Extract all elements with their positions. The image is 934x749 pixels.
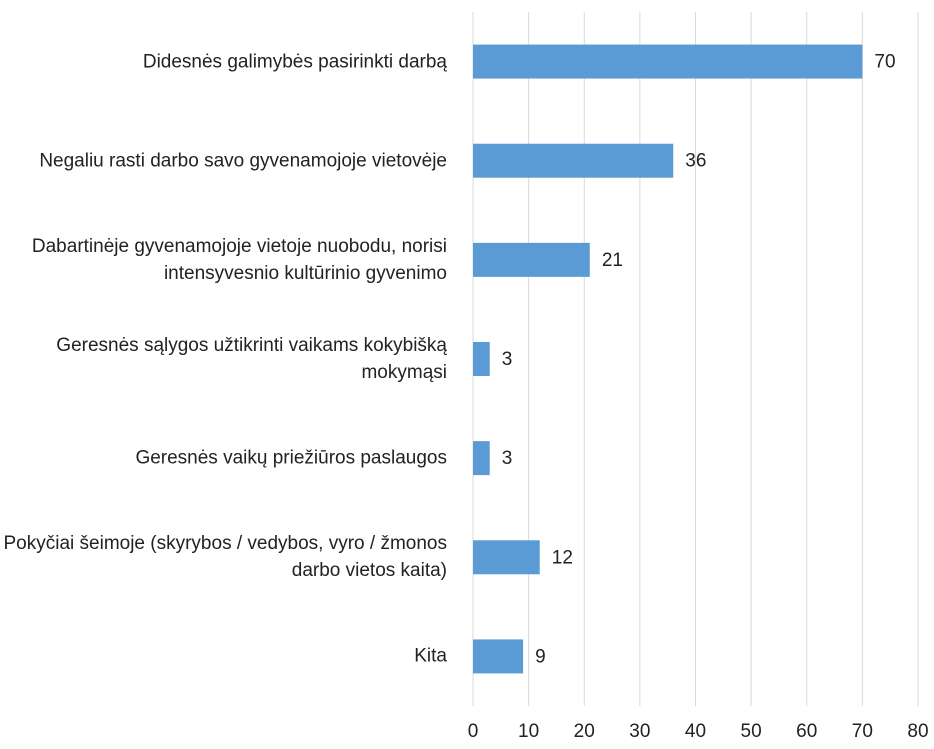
bar: [473, 639, 524, 674]
x-tick-label: 0: [468, 721, 479, 742]
x-tick-label: 10: [518, 721, 539, 742]
data-label: 3: [502, 448, 513, 469]
data-label: 12: [552, 547, 573, 568]
category-label: Dabartinėje gyvenamojoje vietoje nuobodu…: [31, 235, 447, 284]
category-label: Pokyčiai šeimoje (skyrybos / vedybos, vy…: [3, 533, 448, 582]
data-label: 21: [602, 250, 623, 271]
data-label: 70: [874, 52, 895, 73]
bar: [473, 441, 490, 476]
category-label: Kita: [414, 645, 447, 667]
data-label: 9: [535, 646, 546, 667]
bar: [473, 44, 863, 79]
bar: [473, 342, 490, 376]
bar: [473, 143, 674, 178]
category-label: Geresnės sąlygos užtikrinti vaikams koky…: [56, 335, 447, 383]
x-tick-label: 40: [685, 721, 706, 742]
x-tick-label: 20: [574, 721, 595, 742]
x-tick-label: 80: [907, 721, 928, 742]
x-tick-label: 30: [629, 721, 650, 742]
category-label: Negaliu rasti darbo savo gyvenamojoje vi…: [39, 150, 447, 172]
x-tick-label: 50: [741, 721, 762, 742]
bar: [473, 540, 540, 575]
x-tick-label: 70: [852, 721, 873, 742]
data-label: 3: [502, 349, 513, 370]
x-tick-label: 60: [796, 721, 817, 742]
category-label: Geresnės vaikų priežiūros paslaugos: [135, 447, 447, 469]
data-label: 36: [685, 151, 706, 172]
bar: [473, 242, 590, 277]
category-label: Didesnės galimybės pasirinkti darbą: [142, 51, 447, 73]
